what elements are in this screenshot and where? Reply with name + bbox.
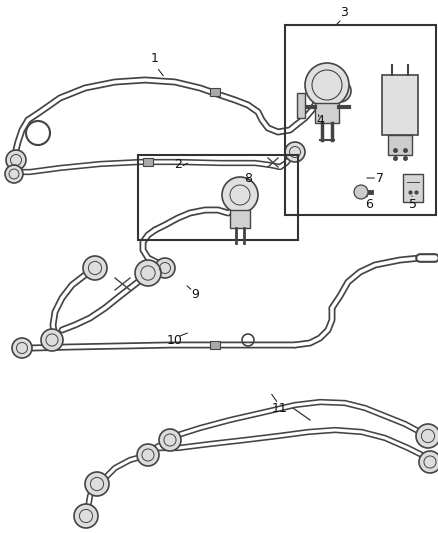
Bar [210, 88, 220, 96]
Text: 4: 4 [316, 114, 324, 126]
Circle shape [305, 63, 349, 107]
Bar [382, 75, 418, 135]
Bar [143, 158, 153, 166]
Circle shape [329, 80, 351, 102]
Text: 5: 5 [409, 198, 417, 212]
Text: 6: 6 [365, 198, 373, 212]
Circle shape [83, 256, 107, 280]
Bar [210, 341, 220, 349]
Text: 10: 10 [167, 334, 183, 346]
Text: 8: 8 [244, 172, 252, 184]
Circle shape [137, 444, 159, 466]
Bar [285, 25, 436, 215]
Circle shape [155, 258, 175, 278]
Circle shape [41, 329, 63, 351]
Text: 7: 7 [376, 172, 384, 184]
Text: 2: 2 [174, 158, 182, 172]
Circle shape [85, 472, 109, 496]
Circle shape [159, 429, 181, 451]
Circle shape [222, 177, 258, 213]
Circle shape [354, 185, 368, 199]
Bar [138, 155, 298, 240]
Bar [230, 210, 250, 228]
Bar [297, 93, 305, 118]
Text: 3: 3 [340, 5, 348, 19]
Circle shape [74, 504, 98, 528]
Bar [315, 103, 339, 123]
Text: 11: 11 [272, 401, 288, 415]
Circle shape [419, 451, 438, 473]
Circle shape [416, 424, 438, 448]
Circle shape [12, 338, 32, 358]
Bar [388, 135, 412, 155]
Circle shape [6, 150, 26, 170]
Text: 1: 1 [151, 52, 159, 64]
Circle shape [135, 260, 161, 286]
Circle shape [5, 165, 23, 183]
Text: 9: 9 [191, 288, 199, 302]
Bar [403, 174, 423, 202]
Circle shape [285, 142, 305, 162]
